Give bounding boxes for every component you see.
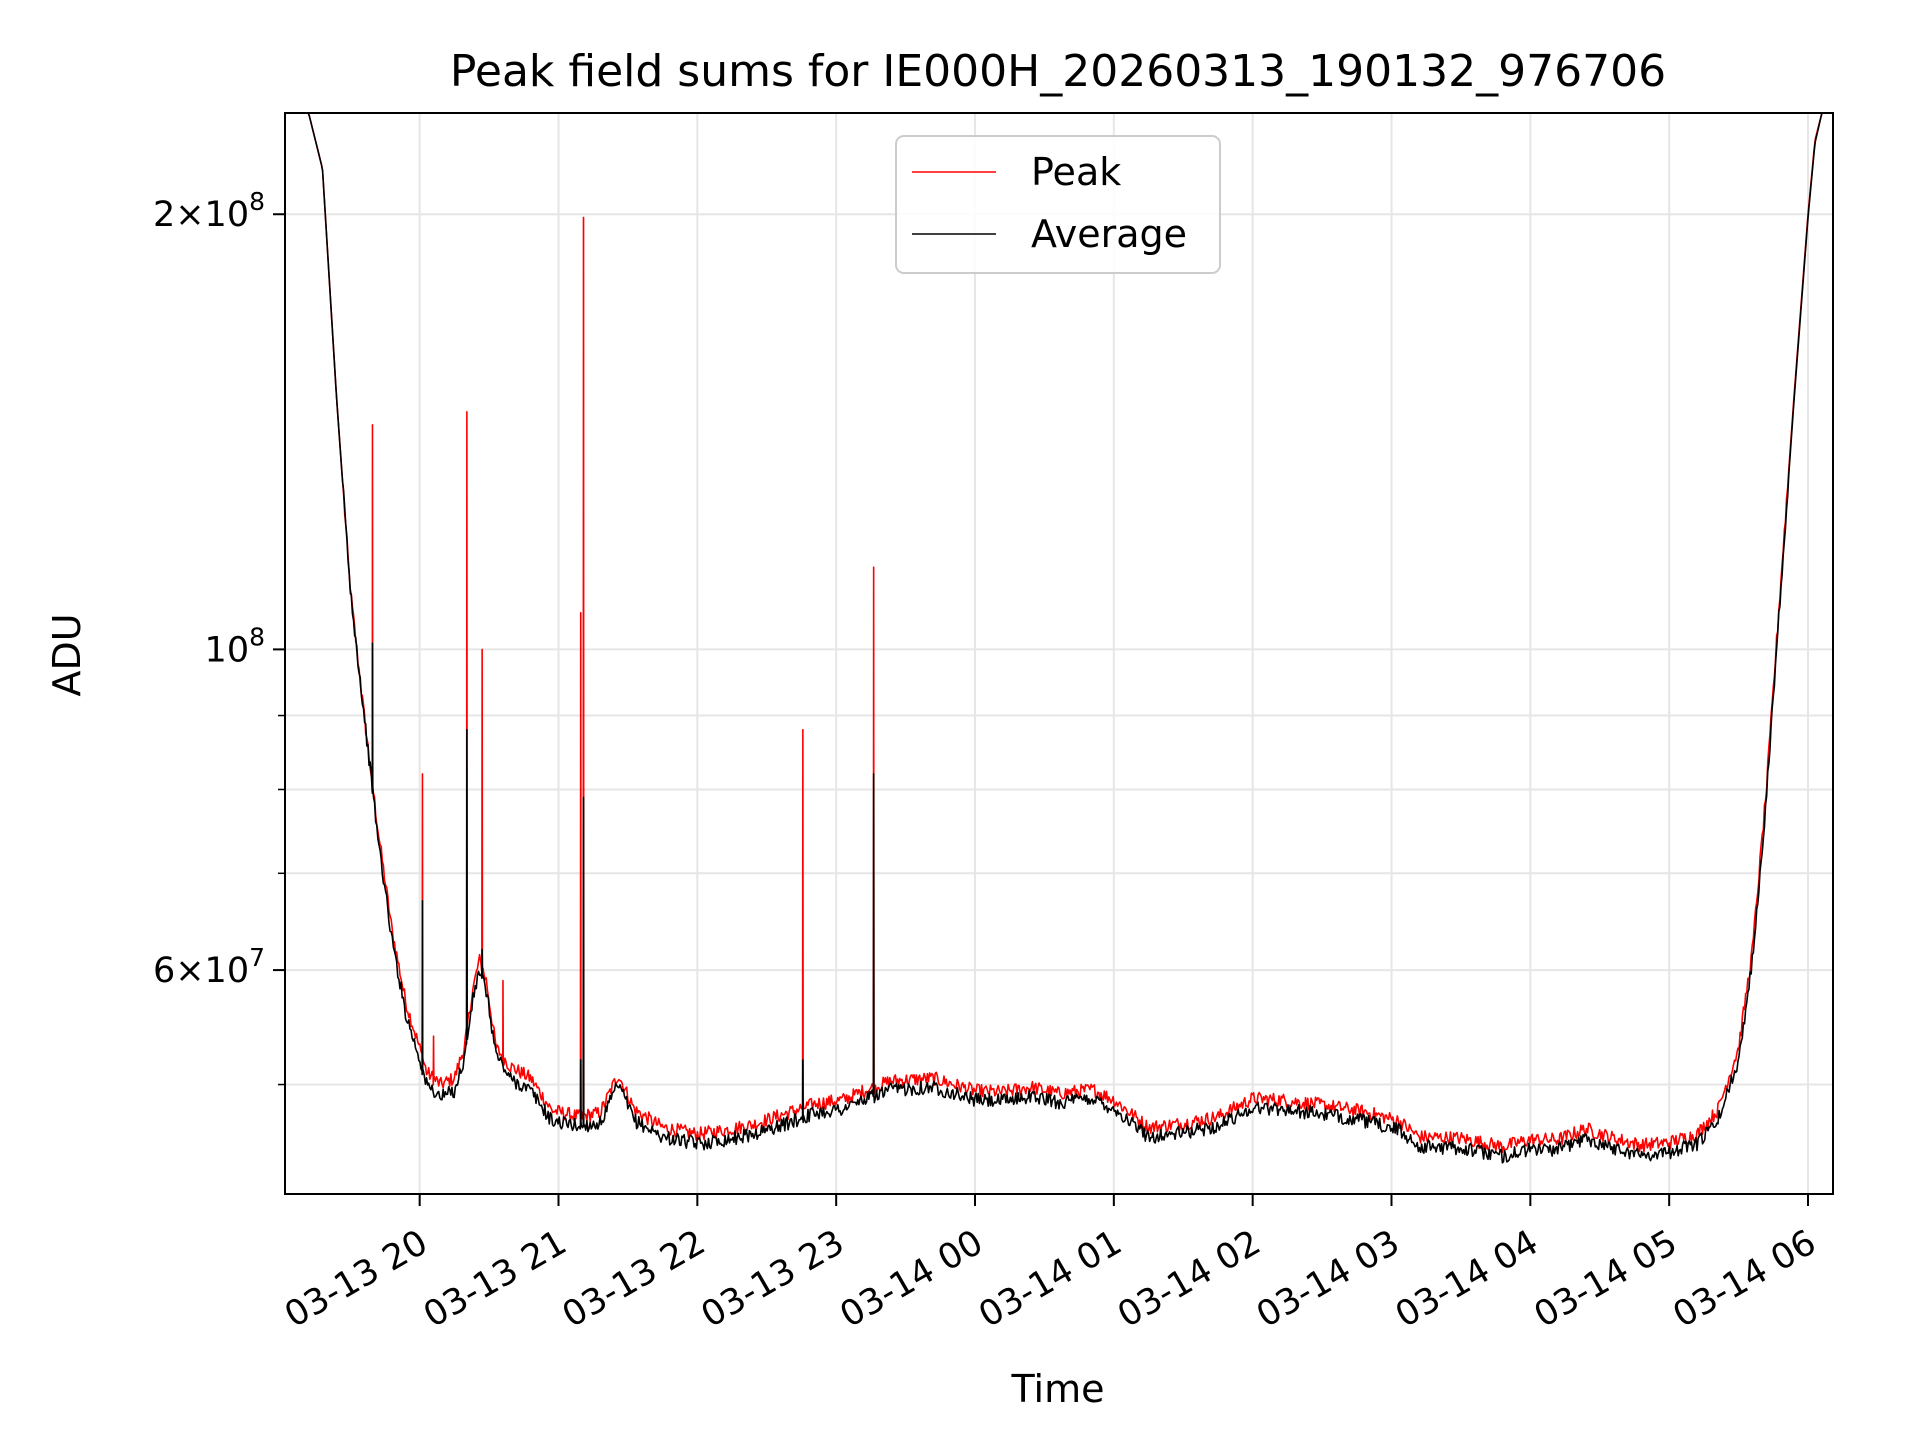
y-tick-label: 6×107 (153, 943, 265, 991)
series-layer (285, 113, 1833, 1164)
legend-box (895, 135, 1221, 274)
x-axis-label: Time (1011, 1367, 1105, 1411)
series-line-peak (285, 113, 1833, 1154)
legend-peak-label: Peak (1031, 150, 1121, 194)
legend: Peak Average (895, 135, 1221, 274)
chart-title: Peak field sums for IE000H_20260313_1901… (450, 46, 1666, 97)
y-tick-label: 2×108 (153, 187, 265, 235)
legend-average-label: Average (1031, 212, 1187, 256)
series-line-average (285, 113, 1833, 1164)
y-axis-ticks: 6×107 108 2×108 (153, 187, 285, 1086)
y-tick-label: 108 (205, 622, 265, 670)
plot-frame (284, 112, 1834, 1195)
grid-lines (285, 113, 1833, 1194)
y-axis-label: ADU (45, 613, 89, 696)
